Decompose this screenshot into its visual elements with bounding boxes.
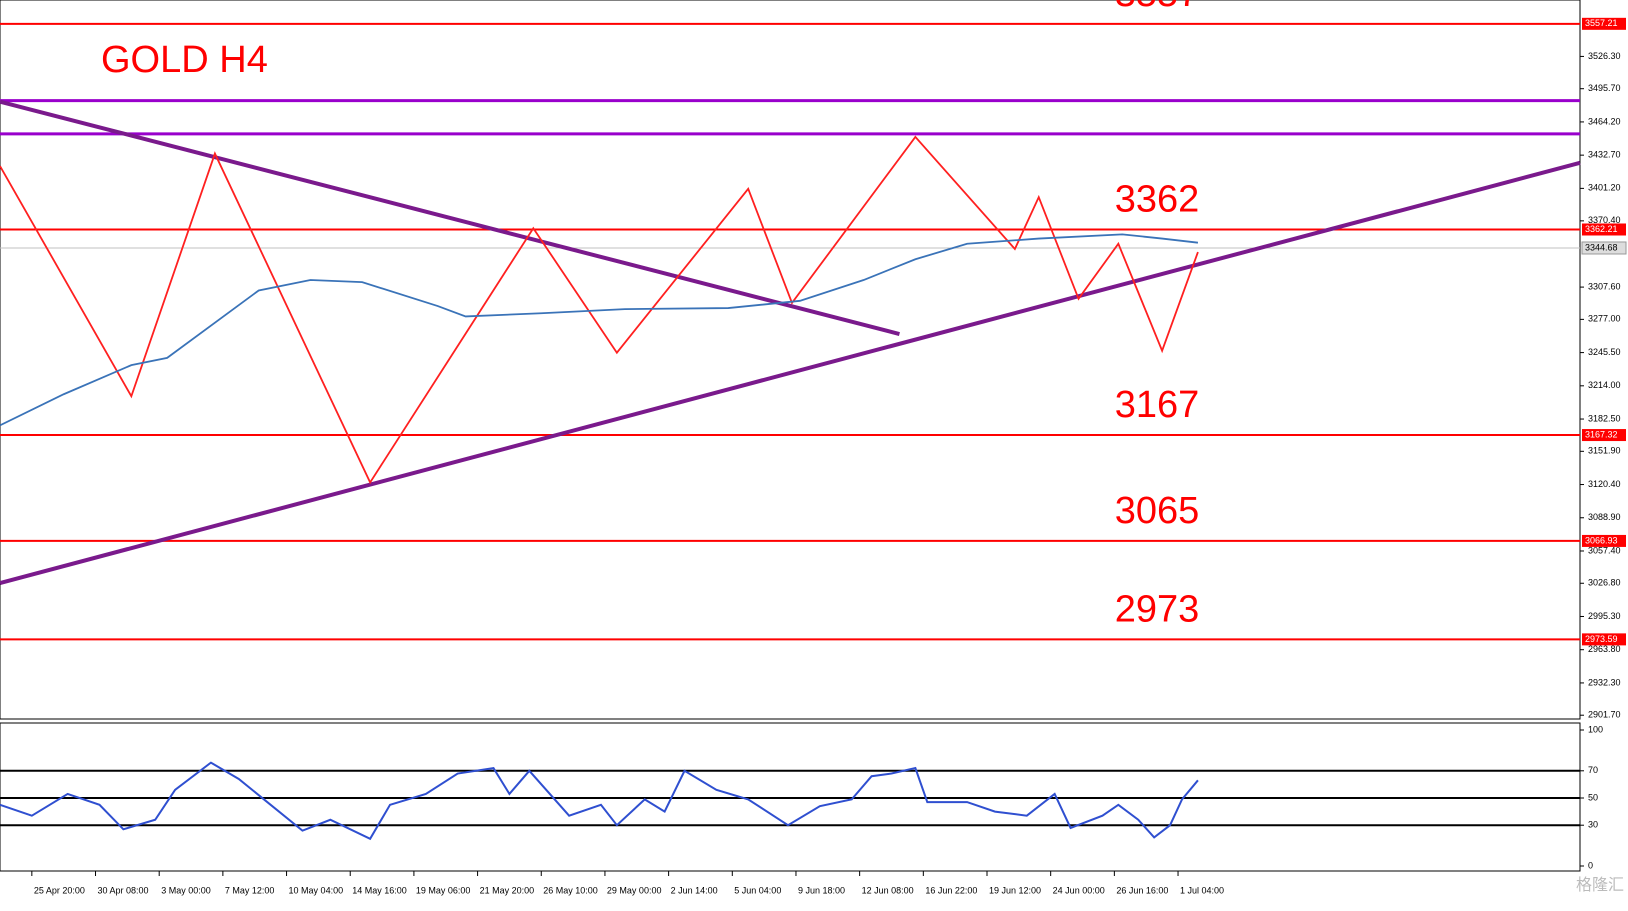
series-line	[0, 135, 1199, 485]
level-tag-label: 3167.32	[1585, 429, 1618, 439]
level-tag-label: 3362.21	[1585, 224, 1618, 234]
y-tick-label: 3182.50	[1588, 413, 1621, 423]
y-tick-label: 3495.70	[1588, 83, 1621, 93]
y-tick-label: 3307.60	[1588, 281, 1621, 291]
series-line	[0, 761, 1199, 841]
level-tag	[1582, 223, 1626, 236]
y-tick-label: 3432.70	[1588, 150, 1621, 160]
level-tag	[1582, 429, 1626, 442]
x-tick-label: 9 Jun 18:00	[798, 885, 845, 895]
x-tick-label: 16 Jun 22:00	[925, 885, 977, 895]
series-line	[0, 233, 1199, 427]
y-tick-label: 2901.70	[1588, 710, 1621, 720]
y-tick-label: 70	[1588, 765, 1598, 775]
x-tick-label: 5 Jun 04:00	[734, 885, 781, 895]
x-tick-label: 14 May 16:00	[352, 885, 407, 895]
level-tag	[1582, 534, 1626, 547]
x-tick-label: 26 Jun 16:00	[1116, 885, 1168, 895]
y-tick-label: 3464.20	[1588, 116, 1621, 126]
y-tick-label: 3120.40	[1588, 479, 1621, 489]
price-tag	[1581, 241, 1627, 255]
x-tick-label: 19 Jun 12:00	[989, 885, 1041, 895]
y-tick-label: 3088.90	[1588, 512, 1621, 522]
x-tick-label: 25 Apr 20:00	[34, 885, 85, 895]
level-annotation: 2973	[1115, 588, 1200, 630]
y-tick-label: 3401.20	[1588, 183, 1621, 193]
y-tick-label: 2963.80	[1588, 644, 1621, 654]
y-tick-label: 3277.00	[1588, 314, 1621, 324]
y-tick-label: 30	[1588, 820, 1598, 830]
x-tick-label: 10 May 04:00	[289, 885, 344, 895]
level-tag-label: 3066.93	[1585, 535, 1618, 545]
y-tick-label: 3151.90	[1588, 446, 1621, 456]
y-tick-label: 3245.50	[1588, 347, 1621, 357]
x-tick-label: 2 Jun 14:00	[671, 885, 718, 895]
x-tick-label: 3 May 00:00	[161, 885, 211, 895]
x-tick-label: 1 Jul 04:00	[1180, 885, 1224, 895]
x-tick-label: 19 May 06:00	[416, 885, 471, 895]
x-tick-label: 29 May 00:00	[607, 885, 662, 895]
level-annotation: 3557	[1115, 0, 1200, 15]
level-tag-label: 2973.59	[1585, 634, 1618, 644]
level-annotation: 3167	[1115, 384, 1200, 426]
level-annotation: 3362	[1115, 179, 1200, 221]
price-frame	[0, 0, 1581, 720]
level-annotation: 3065	[1115, 490, 1200, 532]
y-tick-label: 100	[1588, 724, 1603, 734]
trendline	[0, 160, 1581, 585]
y-tick-label: 3370.40	[1588, 215, 1621, 225]
x-tick-label: 30 Apr 08:00	[98, 885, 149, 895]
y-tick-label: 3214.00	[1588, 380, 1621, 390]
level-tag-label: 3557.21	[1585, 18, 1618, 28]
x-tick-label: 12 Jun 08:00	[862, 885, 914, 895]
price-tag-label: 3344.68	[1585, 242, 1618, 252]
level-tag	[1582, 17, 1626, 30]
watermark: 格隆汇	[1576, 876, 1624, 894]
y-tick-label: 2995.30	[1588, 611, 1621, 621]
trendline	[0, 99, 900, 336]
y-tick-label: 3526.30	[1588, 51, 1621, 61]
y-tick-label: 3026.80	[1588, 578, 1621, 588]
y-tick-label: 2932.30	[1588, 677, 1621, 687]
x-tick-label: 26 May 10:00	[543, 885, 598, 895]
x-tick-label: 21 May 20:00	[480, 885, 535, 895]
chart-title: GOLD H4	[101, 39, 268, 81]
level-tag	[1582, 633, 1626, 646]
y-tick-label: 3057.40	[1588, 545, 1621, 555]
y-tick-label: 50	[1588, 792, 1598, 802]
x-tick-label: 7 May 12:00	[225, 885, 275, 895]
y-tick-label: 0	[1588, 860, 1593, 870]
x-tick-label: 24 Jun 00:00	[1053, 885, 1105, 895]
